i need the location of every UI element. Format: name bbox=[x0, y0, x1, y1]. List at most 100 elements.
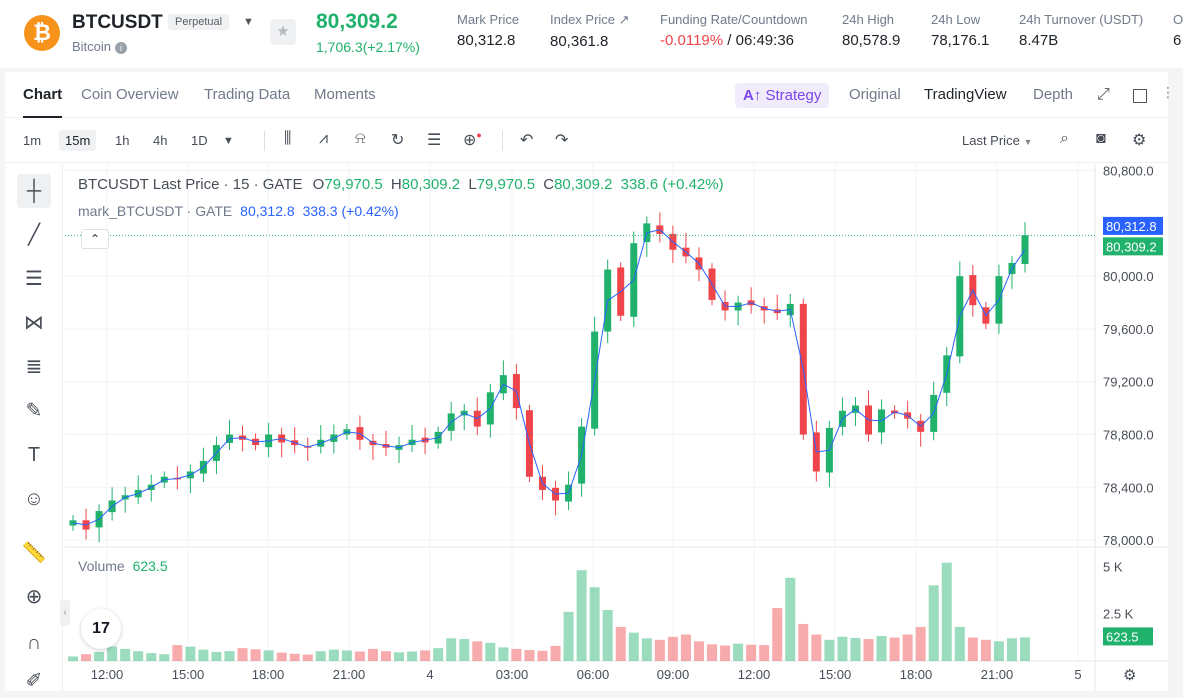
expand-icon[interactable]: ⤢ bbox=[1097, 86, 1110, 103]
favorite-star-icon[interactable]: ★ bbox=[270, 19, 296, 45]
x-tick-label: 18:00 bbox=[252, 667, 285, 682]
volume-bar bbox=[524, 650, 535, 661]
symbol-dropdown-icon[interactable]: ▼ bbox=[243, 16, 254, 28]
view-original[interactable]: Original bbox=[849, 86, 901, 103]
text-tool-icon[interactable]: T bbox=[27, 444, 41, 466]
legend-mark-change: 338.3 (+0.42%) bbox=[302, 203, 399, 219]
volume-bar bbox=[198, 649, 209, 661]
y-tick-label: 78,000.0 bbox=[1103, 533, 1154, 548]
x-tick-label: 15:00 bbox=[172, 667, 205, 682]
volume-bar bbox=[185, 646, 196, 661]
candlestick-chart[interactable]: 12:00 15:00 18:00 21:00 4 03:00 06:00 09:00 12:0… bbox=[5, 164, 1168, 691]
replay-icon[interactable]: ↻ bbox=[391, 132, 405, 149]
volume-bar bbox=[81, 654, 92, 661]
tab-chart[interactable]: Chart bbox=[23, 86, 63, 118]
undo-icon[interactable]: ↶ bbox=[520, 132, 534, 149]
camera-icon[interactable]: ◙ bbox=[1096, 130, 1106, 147]
volume-value: 623.5 bbox=[132, 558, 168, 574]
magnet-icon[interactable]: ∩ bbox=[26, 632, 42, 654]
candle-type-icon[interactable]: ⫼ bbox=[284, 130, 292, 147]
collapse-legend-button[interactable]: ⌃ bbox=[81, 229, 109, 249]
fib-icon[interactable]: ≣ bbox=[25, 356, 43, 378]
volume-bar bbox=[146, 653, 157, 661]
add-indicator-icon[interactable]: ⊕● bbox=[463, 130, 482, 149]
volume-bar bbox=[328, 649, 339, 661]
volume-bar bbox=[276, 652, 287, 661]
pattern-icon[interactable]: ⋈ bbox=[24, 312, 44, 334]
legend-high: 80,309.2 bbox=[401, 176, 461, 193]
trend-line-icon[interactable]: ╱ bbox=[27, 224, 41, 246]
volume-bar bbox=[302, 654, 313, 661]
legend-open: 79,970.5 bbox=[324, 176, 383, 193]
alert-icon[interactable]: ⍾ bbox=[355, 130, 366, 147]
volume-bar bbox=[341, 650, 352, 661]
volume-bar bbox=[980, 639, 991, 661]
volume-bar bbox=[993, 641, 1004, 661]
settings-list-icon[interactable]: ☰ bbox=[427, 132, 442, 149]
funding-rate-value: -0.0119% bbox=[660, 32, 724, 49]
redo-icon[interactable]: ↷ bbox=[555, 132, 569, 149]
timeframe-4h[interactable]: 4h bbox=[153, 133, 168, 148]
volume-tick-label: 2.5 K bbox=[1103, 607, 1134, 622]
zoom-in-icon[interactable]: ⊕ bbox=[25, 586, 43, 608]
volume-bar bbox=[759, 645, 770, 661]
chart-tabs: Chart Coin Overview Trading Data Moments… bbox=[5, 72, 1175, 118]
y-tick-label: 78,800.0 bbox=[1103, 428, 1154, 443]
timeframe-1h[interactable]: 1h bbox=[115, 133, 130, 148]
ticker-header: ₿ BTCUSDT Perpetual ▼ Bitcoin i ★ 80,309.… bbox=[0, 0, 1183, 68]
stat-funding-rate: Funding Rate/Countdown -0.0119% / 06:49:… bbox=[660, 12, 808, 49]
volume-bar bbox=[850, 637, 861, 661]
volume-bar bbox=[172, 645, 183, 661]
strategy-button[interactable]: A↑ Strategy bbox=[735, 83, 830, 108]
bitcoin-logo-icon: ₿ bbox=[24, 15, 60, 51]
volume-bar bbox=[954, 626, 965, 661]
volume-bar bbox=[628, 632, 639, 661]
crosshair-icon[interactable]: ┼ bbox=[17, 174, 51, 208]
tradingview-logo-icon[interactable]: 17 bbox=[81, 609, 121, 649]
gear-icon[interactable]: ⚙ bbox=[1132, 132, 1147, 149]
volume-bar bbox=[224, 651, 235, 661]
volume-bar bbox=[367, 648, 378, 661]
volume-bar bbox=[433, 648, 444, 661]
more-icon[interactable]: ⋮ bbox=[1161, 84, 1175, 100]
tab-trading-data[interactable]: Trading Data bbox=[204, 86, 291, 103]
emoji-icon[interactable]: ☺ bbox=[23, 488, 45, 510]
timeframe-15m[interactable]: 15m bbox=[59, 130, 97, 151]
x-tick-label: 06:00 bbox=[577, 667, 610, 682]
x-tick-label: 21:00 bbox=[981, 667, 1014, 682]
timeframe-dropdown-icon[interactable]: ▼ bbox=[223, 135, 234, 147]
price-type-select[interactable]: Last Price ▼ bbox=[962, 133, 1033, 148]
tab-moments[interactable]: Moments bbox=[314, 86, 376, 103]
collapse-drawbar-icon[interactable]: ‹ bbox=[60, 600, 70, 626]
volume-bar bbox=[889, 637, 900, 661]
ruler-icon[interactable]: 📏 bbox=[21, 542, 47, 564]
volume-bar bbox=[824, 639, 835, 661]
chart-legend-mark: mark_BTCUSDT · GATE 80,312.8 338.3 (+0.4… bbox=[78, 203, 399, 219]
volume-bar bbox=[511, 648, 522, 661]
volume-bar bbox=[472, 641, 483, 661]
timeframe-1m[interactable]: 1m bbox=[23, 133, 42, 148]
timeframe-1d[interactable]: 1D bbox=[191, 133, 208, 148]
tab-coin-overview[interactable]: Coin Overview bbox=[81, 86, 179, 103]
y-tick-label: 79,200.0 bbox=[1103, 375, 1154, 390]
volume-legend: Volume 623.5 bbox=[78, 558, 168, 574]
x-tick-label: 5 bbox=[1074, 667, 1081, 682]
horizontal-lines-icon[interactable]: ☰ bbox=[25, 268, 43, 290]
volume-bar bbox=[667, 636, 678, 661]
stat-index-price[interactable]: Index Price ↗ 80,361.8 bbox=[550, 12, 630, 50]
y-tick-label: 80,000.0 bbox=[1103, 269, 1154, 284]
info-icon[interactable]: i bbox=[115, 41, 128, 54]
chart-panel: Chart Coin Overview Trading Data Moments… bbox=[5, 72, 1175, 692]
volume-bar bbox=[459, 639, 470, 661]
window-icon[interactable] bbox=[1133, 89, 1147, 103]
contract-type-badge: Perpetual bbox=[168, 14, 230, 30]
search-icon[interactable]: ⌕ bbox=[1060, 130, 1069, 147]
volume-bar bbox=[485, 642, 496, 661]
view-tradingview[interactable]: TradingView bbox=[924, 86, 1007, 103]
symbol-name[interactable]: BTCUSDT bbox=[72, 12, 163, 33]
pencil-lock-icon[interactable]: ✐ bbox=[25, 670, 43, 692]
axis-settings-icon: ⚙ bbox=[1123, 666, 1136, 684]
view-depth[interactable]: Depth bbox=[1033, 86, 1074, 103]
brush-icon[interactable]: ✎ bbox=[25, 400, 43, 422]
indicators-icon[interactable]: ⩘ bbox=[319, 130, 329, 147]
